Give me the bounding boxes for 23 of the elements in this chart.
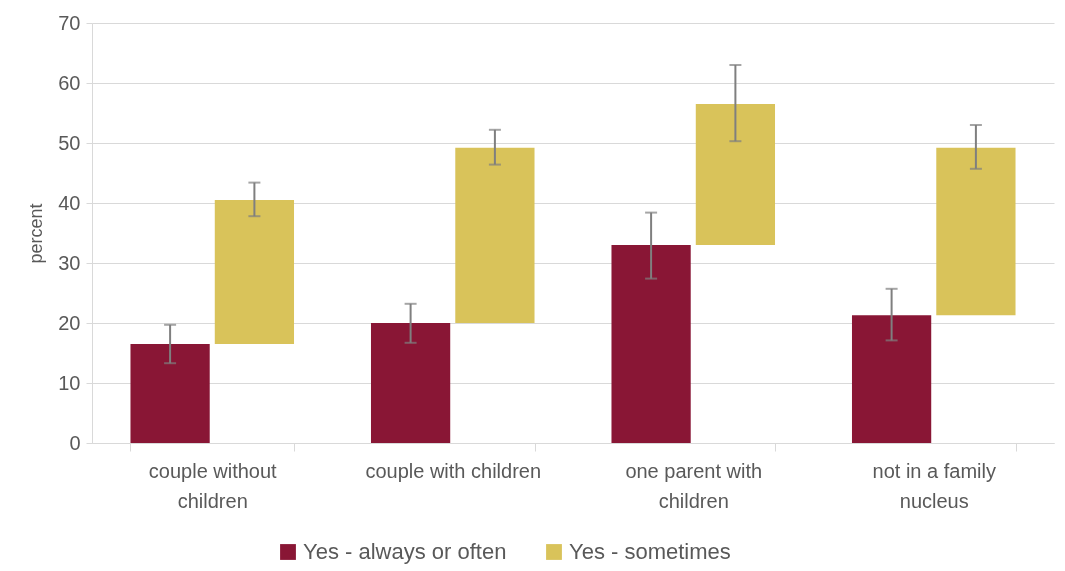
- legend-label: Yes - sometimes: [569, 539, 731, 564]
- bar: [851, 315, 932, 443]
- y-axis-title: percent: [26, 203, 47, 264]
- y-tick-label: 40: [58, 191, 81, 214]
- x-tick-label: couple without children: [148, 459, 278, 512]
- bar: [214, 200, 295, 344]
- x-tick-label: couple with children: [365, 459, 542, 482]
- y-tick-label: 70: [58, 11, 81, 34]
- bar: [936, 147, 1016, 316]
- y-tick-label: 60: [58, 71, 81, 94]
- y-tick-label: 20: [58, 311, 81, 334]
- x-tick-label: not in a family nucleus: [872, 459, 996, 512]
- bar: [130, 344, 210, 443]
- x-tick-label: one parent with children: [625, 459, 763, 512]
- bar: [695, 104, 776, 245]
- y-tick-label: 10: [58, 371, 81, 394]
- bar: [455, 147, 535, 323]
- bar: [611, 245, 691, 443]
- y-tick-label: 30: [58, 251, 81, 274]
- y-tick-label: 50: [58, 131, 81, 154]
- bar: [370, 323, 451, 443]
- y-tick-label: 0: [69, 431, 81, 454]
- legend-label: Yes - always or often: [303, 539, 507, 564]
